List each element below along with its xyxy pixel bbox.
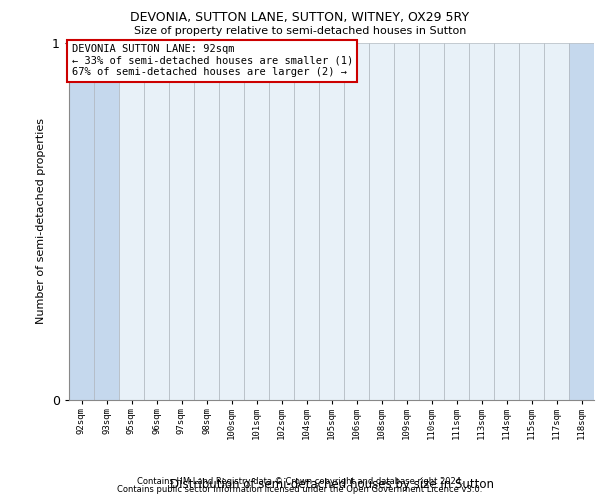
Bar	[544, 42, 569, 400]
Bar	[269, 42, 294, 400]
Bar	[569, 42, 594, 400]
Bar	[294, 42, 319, 400]
X-axis label: Distribution of semi-detached houses by size in Sutton: Distribution of semi-detached houses by …	[170, 478, 493, 491]
Bar	[444, 42, 469, 400]
Text: Contains public sector information licensed under the Open Government Licence v3: Contains public sector information licen…	[118, 485, 482, 494]
Text: Size of property relative to semi-detached houses in Sutton: Size of property relative to semi-detach…	[134, 26, 466, 36]
Bar	[394, 42, 419, 400]
Bar	[494, 42, 519, 400]
Bar	[244, 42, 269, 400]
Bar	[94, 42, 119, 400]
Bar	[469, 42, 494, 400]
Bar	[419, 42, 444, 400]
Bar	[144, 42, 169, 400]
Text: DEVONIA, SUTTON LANE, SUTTON, WITNEY, OX29 5RY: DEVONIA, SUTTON LANE, SUTTON, WITNEY, OX…	[130, 12, 470, 24]
Bar	[69, 42, 94, 400]
Bar	[344, 42, 369, 400]
Bar	[319, 42, 344, 400]
Text: DEVONIA SUTTON LANE: 92sqm
← 33% of semi-detached houses are smaller (1)
67% of : DEVONIA SUTTON LANE: 92sqm ← 33% of semi…	[71, 44, 353, 78]
Bar	[369, 42, 394, 400]
Bar	[169, 42, 194, 400]
Text: Contains HM Land Registry data © Crown copyright and database right 2024.: Contains HM Land Registry data © Crown c…	[137, 477, 463, 486]
Y-axis label: Number of semi-detached properties: Number of semi-detached properties	[37, 118, 46, 324]
Bar	[519, 42, 544, 400]
Bar	[219, 42, 244, 400]
Bar	[119, 42, 144, 400]
Bar	[194, 42, 219, 400]
